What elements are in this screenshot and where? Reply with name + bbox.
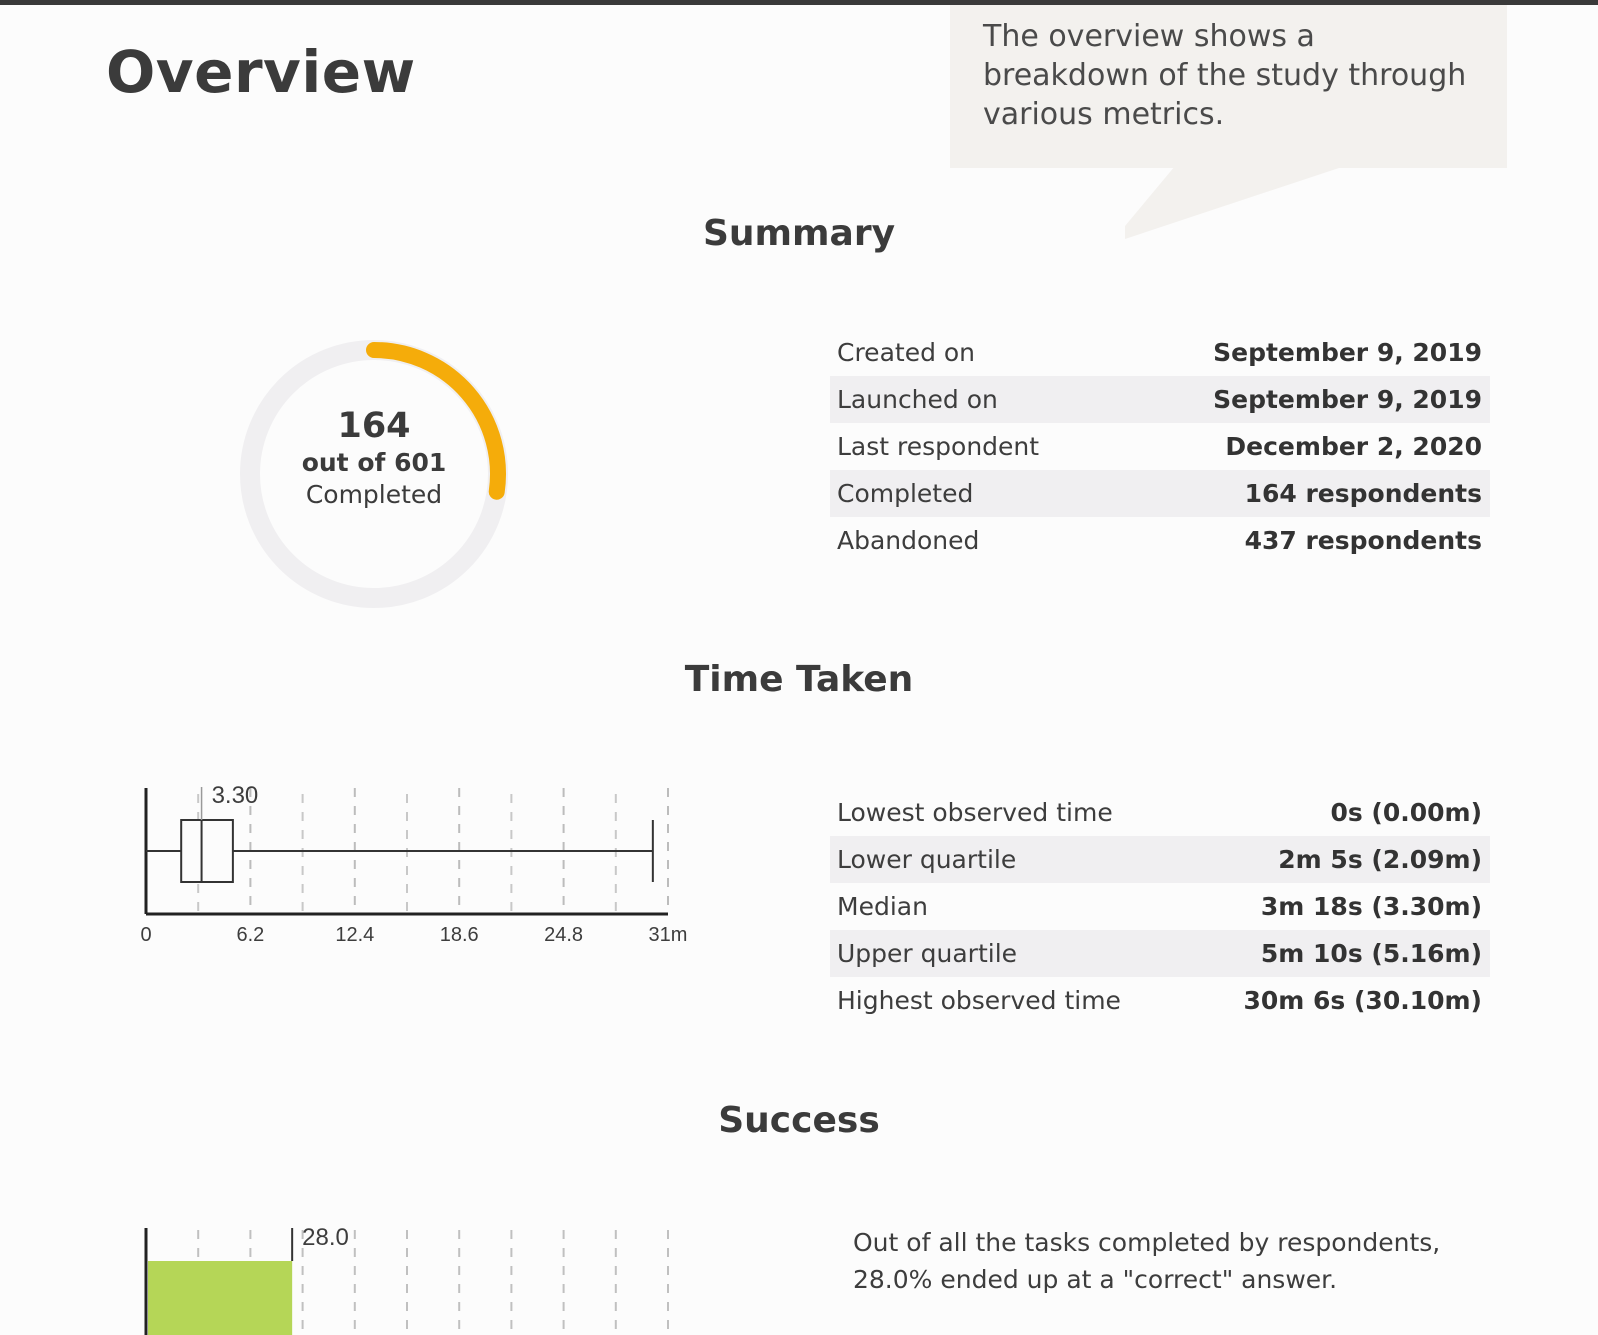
tick-label: 24.8	[544, 924, 583, 946]
row-label: Created on	[837, 338, 976, 367]
summary-table: Created on September 9, 2019 Launched on…	[830, 329, 1490, 564]
time-row-median: Median 3m 18s (3.30m)	[830, 883, 1490, 930]
donut-chart	[240, 340, 508, 608]
tick-label: 31m	[649, 924, 688, 946]
tick-label: 0	[140, 924, 151, 946]
tick-label: 6.2	[236, 924, 264, 946]
time-taken-table: Lowest observed time 0s (0.00m) Lower qu…	[830, 789, 1490, 1024]
callout-text: The overview shows a breakdown of the st…	[983, 19, 1467, 132]
success-bar-fill	[148, 1261, 293, 1335]
value-label: 28.0	[302, 1228, 349, 1251]
page-title: Overview	[106, 38, 416, 106]
tick-label: 12.4	[335, 924, 374, 946]
time-row-upper-quartile: Upper quartile 5m 10s (5.16m)	[830, 930, 1490, 977]
row-label: Completed	[837, 479, 974, 508]
row-value: 30m 6s (30.10m)	[1243, 986, 1482, 1015]
row-value: 0s (0.00m)	[1330, 798, 1482, 827]
row-label: Highest observed time	[837, 986, 1121, 1015]
tick-label: 18.6	[440, 924, 479, 946]
summary-heading: Summary	[702, 213, 896, 254]
summary-row-completed: Completed 164 respondents	[830, 470, 1490, 517]
time-taken-heading: Time Taken	[684, 659, 914, 700]
row-label: Median	[837, 892, 928, 921]
completed-out-of: out of 601	[301, 448, 447, 477]
summary-row-launched: Launched on September 9, 2019	[830, 376, 1490, 423]
time-row-lower-quartile: Lower quartile 2m 5s (2.09m)	[830, 836, 1490, 883]
row-label: Lower quartile	[837, 845, 1017, 874]
row-label: Lowest observed time	[837, 798, 1113, 827]
success-text-line1: Out of all the tasks completed by respon…	[853, 1228, 1441, 1257]
summary-row-abandoned: Abandoned 437 respondents	[830, 517, 1490, 564]
summary-row-last-respondent: Last respondent December 2, 2020	[830, 423, 1490, 470]
row-value: 2m 5s (2.09m)	[1278, 845, 1482, 874]
boxplot-chart: 3.30 0 6.2 12.4 18.6 24.8 31m	[140, 782, 688, 946]
callout-bubble: The overview shows a breakdown of the st…	[950, 5, 1507, 168]
time-row-lowest: Lowest observed time 0s (0.00m)	[830, 789, 1490, 836]
completed-label: Completed	[305, 480, 443, 509]
quartile-box	[180, 819, 234, 883]
row-value: December 2, 2020	[1225, 432, 1482, 461]
success-description: Out of all the tasks completed by respon…	[853, 1224, 1493, 1298]
success-heading: Success	[718, 1100, 880, 1141]
row-label: Abandoned	[837, 526, 980, 555]
donut-progress-arc	[366, 342, 506, 500]
success-text-line2: 28.0% ended up at a "correct" answer.	[853, 1265, 1338, 1294]
row-value: 437 respondents	[1244, 526, 1482, 555]
row-label: Last respondent	[837, 432, 1040, 461]
median-label: 3.30	[212, 785, 259, 809]
row-value: 164 respondents	[1244, 479, 1482, 508]
row-value: September 9, 2019	[1213, 385, 1482, 414]
success-bar-chart: 28.0	[144, 1224, 669, 1335]
row-value: 3m 18s (3.30m)	[1260, 892, 1482, 921]
top-border	[0, 0, 1598, 5]
time-row-highest: Highest observed time 30m 6s (30.10m)	[830, 977, 1490, 1024]
row-value: 5m 10s (5.16m)	[1260, 939, 1482, 968]
success-bar: 28.0	[130, 1224, 710, 1335]
time-boxplot: 3.30 0 6.2 12.4 18.6 24.8 31m	[130, 782, 710, 965]
row-label: Upper quartile	[837, 939, 1018, 968]
row-label: Launched on	[837, 385, 998, 414]
donut-center: 164 out of 601 Completed	[237, 405, 511, 511]
row-value: September 9, 2019	[1213, 338, 1482, 367]
completion-donut: 164 out of 601 Completed	[237, 337, 511, 611]
completed-count: 164	[337, 406, 411, 446]
summary-row-created: Created on September 9, 2019	[830, 329, 1490, 376]
